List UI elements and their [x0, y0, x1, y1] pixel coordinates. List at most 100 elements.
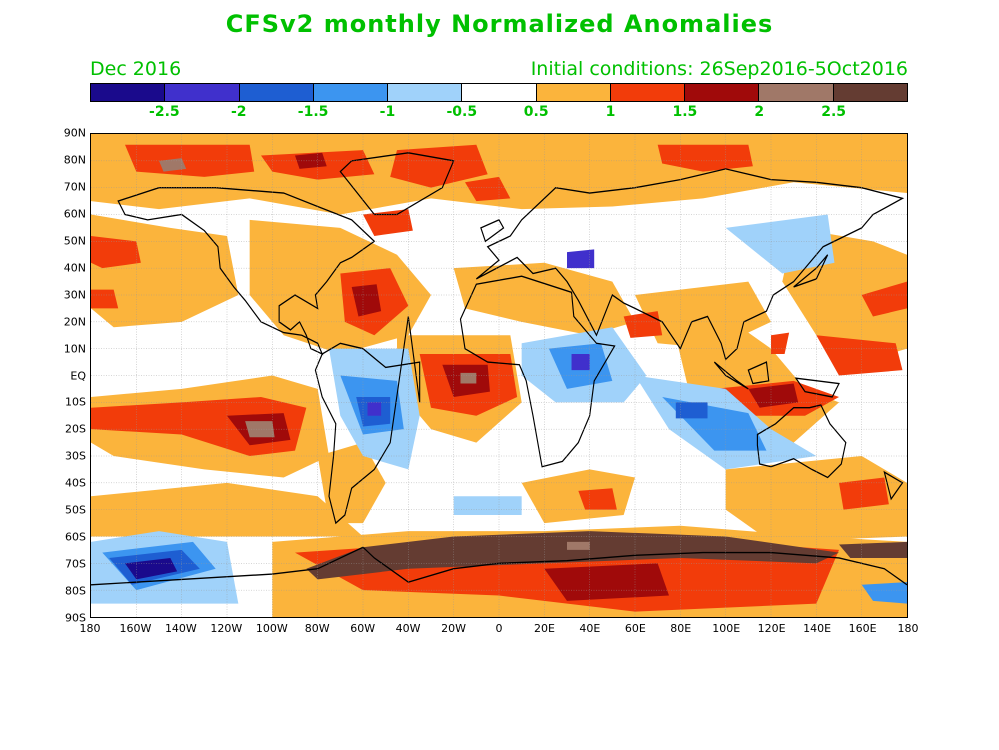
latitude-tick-label: 80S — [65, 584, 86, 598]
latitude-tick-label: 10N — [63, 342, 86, 356]
anomaly-region — [578, 488, 617, 510]
anomaly-region — [125, 144, 255, 177]
anomaly-region — [567, 541, 590, 550]
latitude-tick-label: 50N — [63, 234, 86, 248]
longitude-tick-label: 20W — [441, 622, 466, 635]
anomaly-region — [544, 563, 669, 601]
anomaly-region — [91, 235, 141, 269]
colorbar-swatch — [685, 84, 760, 101]
colorbar-swatch — [610, 84, 686, 101]
colorbar-tick-label: -1 — [379, 104, 396, 120]
colorbar-tick-label: 1 — [605, 104, 616, 120]
anomaly-region — [363, 209, 413, 236]
anomaly-fields — [91, 134, 907, 617]
coastline-north-america — [117, 186, 376, 356]
longitude-tick-label: 160W — [119, 622, 152, 635]
longitude-tick-label: 180 — [79, 622, 101, 635]
colorbar-swatch — [239, 84, 314, 101]
colorbar-swatch — [462, 84, 537, 101]
chart-title: CFSv2 monthly Normalized Anomalies — [225, 10, 774, 38]
anomaly-region — [839, 477, 889, 510]
latitude-tick-label: 60S — [65, 530, 86, 544]
longitude-tick-label: 160E — [848, 622, 877, 635]
longitude-tick-label: 100W — [255, 622, 288, 635]
anomaly-region — [351, 284, 382, 317]
anomaly-region — [839, 541, 907, 558]
colorbar-tick-label: 1.5 — [672, 104, 698, 120]
colorbar-swatch — [388, 84, 463, 101]
latitude-tick-label: 90N — [63, 126, 86, 140]
colorbar — [90, 83, 908, 102]
anomaly-region — [390, 144, 488, 188]
latitude-tick-label: 30S — [65, 449, 86, 463]
valid-month-label: Dec 2016 — [90, 58, 182, 80]
anomaly-map-svg — [91, 134, 907, 617]
longitude-tick-label: 20E — [533, 622, 555, 635]
colorbar-swatch — [759, 84, 834, 101]
latitude-tick-label: 90S — [65, 611, 86, 625]
anomaly-region — [675, 402, 708, 419]
anomaly-region — [159, 158, 187, 172]
colorbar-swatch — [536, 84, 611, 101]
coastline-australia — [756, 404, 847, 479]
anomaly-region — [725, 214, 835, 274]
coastline-antarctica — [91, 546, 907, 586]
longitude-tick-label: 140W — [164, 622, 197, 635]
colorbar-swatch — [833, 84, 907, 101]
latitude-tick-label: EQ — [70, 369, 86, 382]
anomaly-region — [465, 176, 511, 202]
anomaly-region — [571, 354, 590, 371]
anomaly-region — [245, 421, 275, 438]
anomaly-region — [295, 152, 327, 169]
anomaly-region — [453, 496, 522, 516]
longitude-tick-label: 180 — [897, 622, 919, 635]
anomaly-region — [460, 372, 477, 384]
initial-conditions-label: Initial conditions: 26Sep2016-5Oct2016 — [530, 58, 908, 80]
anomaly-region — [367, 402, 382, 416]
colorbar-swatch — [91, 84, 166, 101]
anomaly-region — [816, 335, 903, 376]
latitude-tick-label: 20N — [63, 315, 86, 329]
latitude-tick-label: 50S — [65, 503, 86, 517]
latitude-tick-label: 40S — [65, 476, 86, 490]
longitude-tick-label: 60W — [350, 622, 376, 635]
latitude-tick-label: 20S — [65, 422, 86, 436]
anomaly-region — [748, 383, 799, 408]
anomaly-region — [861, 582, 907, 604]
colorbar-tick-label: 2.5 — [821, 104, 847, 120]
longitude-tick-label: 0 — [495, 622, 503, 635]
colorbar-tick-label: 0.5 — [523, 104, 549, 120]
anomaly-map — [90, 133, 908, 618]
longitude-tick-label: 120E — [757, 622, 786, 635]
latitude-tick-label: 60N — [63, 207, 86, 221]
anomaly-region — [91, 289, 119, 309]
coastline-greenland — [339, 152, 455, 216]
latitude-tick-label: 70S — [65, 557, 86, 571]
longitude-tick-label: 60E — [624, 622, 646, 635]
anomaly-region — [771, 332, 790, 355]
anomaly-region — [623, 311, 663, 338]
colorbar-tick-label: -1.5 — [297, 104, 329, 120]
colorbar-tick-label: -0.5 — [446, 104, 478, 120]
graticule — [91, 134, 907, 617]
anomaly-region — [861, 281, 907, 317]
anomaly-region — [306, 531, 839, 580]
anomaly-region — [657, 144, 753, 172]
colorbar-swatch — [313, 84, 389, 101]
colorbar-tick-label: -2.5 — [149, 104, 180, 120]
latitude-tick-label: 80N — [63, 153, 86, 167]
longitude-tick-label: 100E — [712, 622, 741, 635]
longitude-tick-label: 80W — [304, 622, 330, 635]
colorbar-swatch — [165, 84, 240, 101]
latitude-tick-label: 10S — [65, 395, 86, 409]
colorbar-tick-label: 2 — [754, 104, 765, 120]
coastline-south-america — [314, 316, 421, 525]
longitude-tick-label: 140E — [803, 622, 832, 635]
colorbar-labels: -2.5 -2 -1.5 -1 -0.5 0.5 1 1.5 2 2.5 — [90, 104, 908, 122]
anomaly-region — [567, 249, 595, 269]
latitude-tick-label: 30N — [63, 288, 86, 302]
longitude-tick-label: 120W — [210, 622, 243, 635]
longitude-tick-label: 80E — [670, 622, 692, 635]
colorbar-tick-label: -2 — [230, 104, 247, 120]
latitude-tick-label: 40N — [63, 261, 86, 275]
